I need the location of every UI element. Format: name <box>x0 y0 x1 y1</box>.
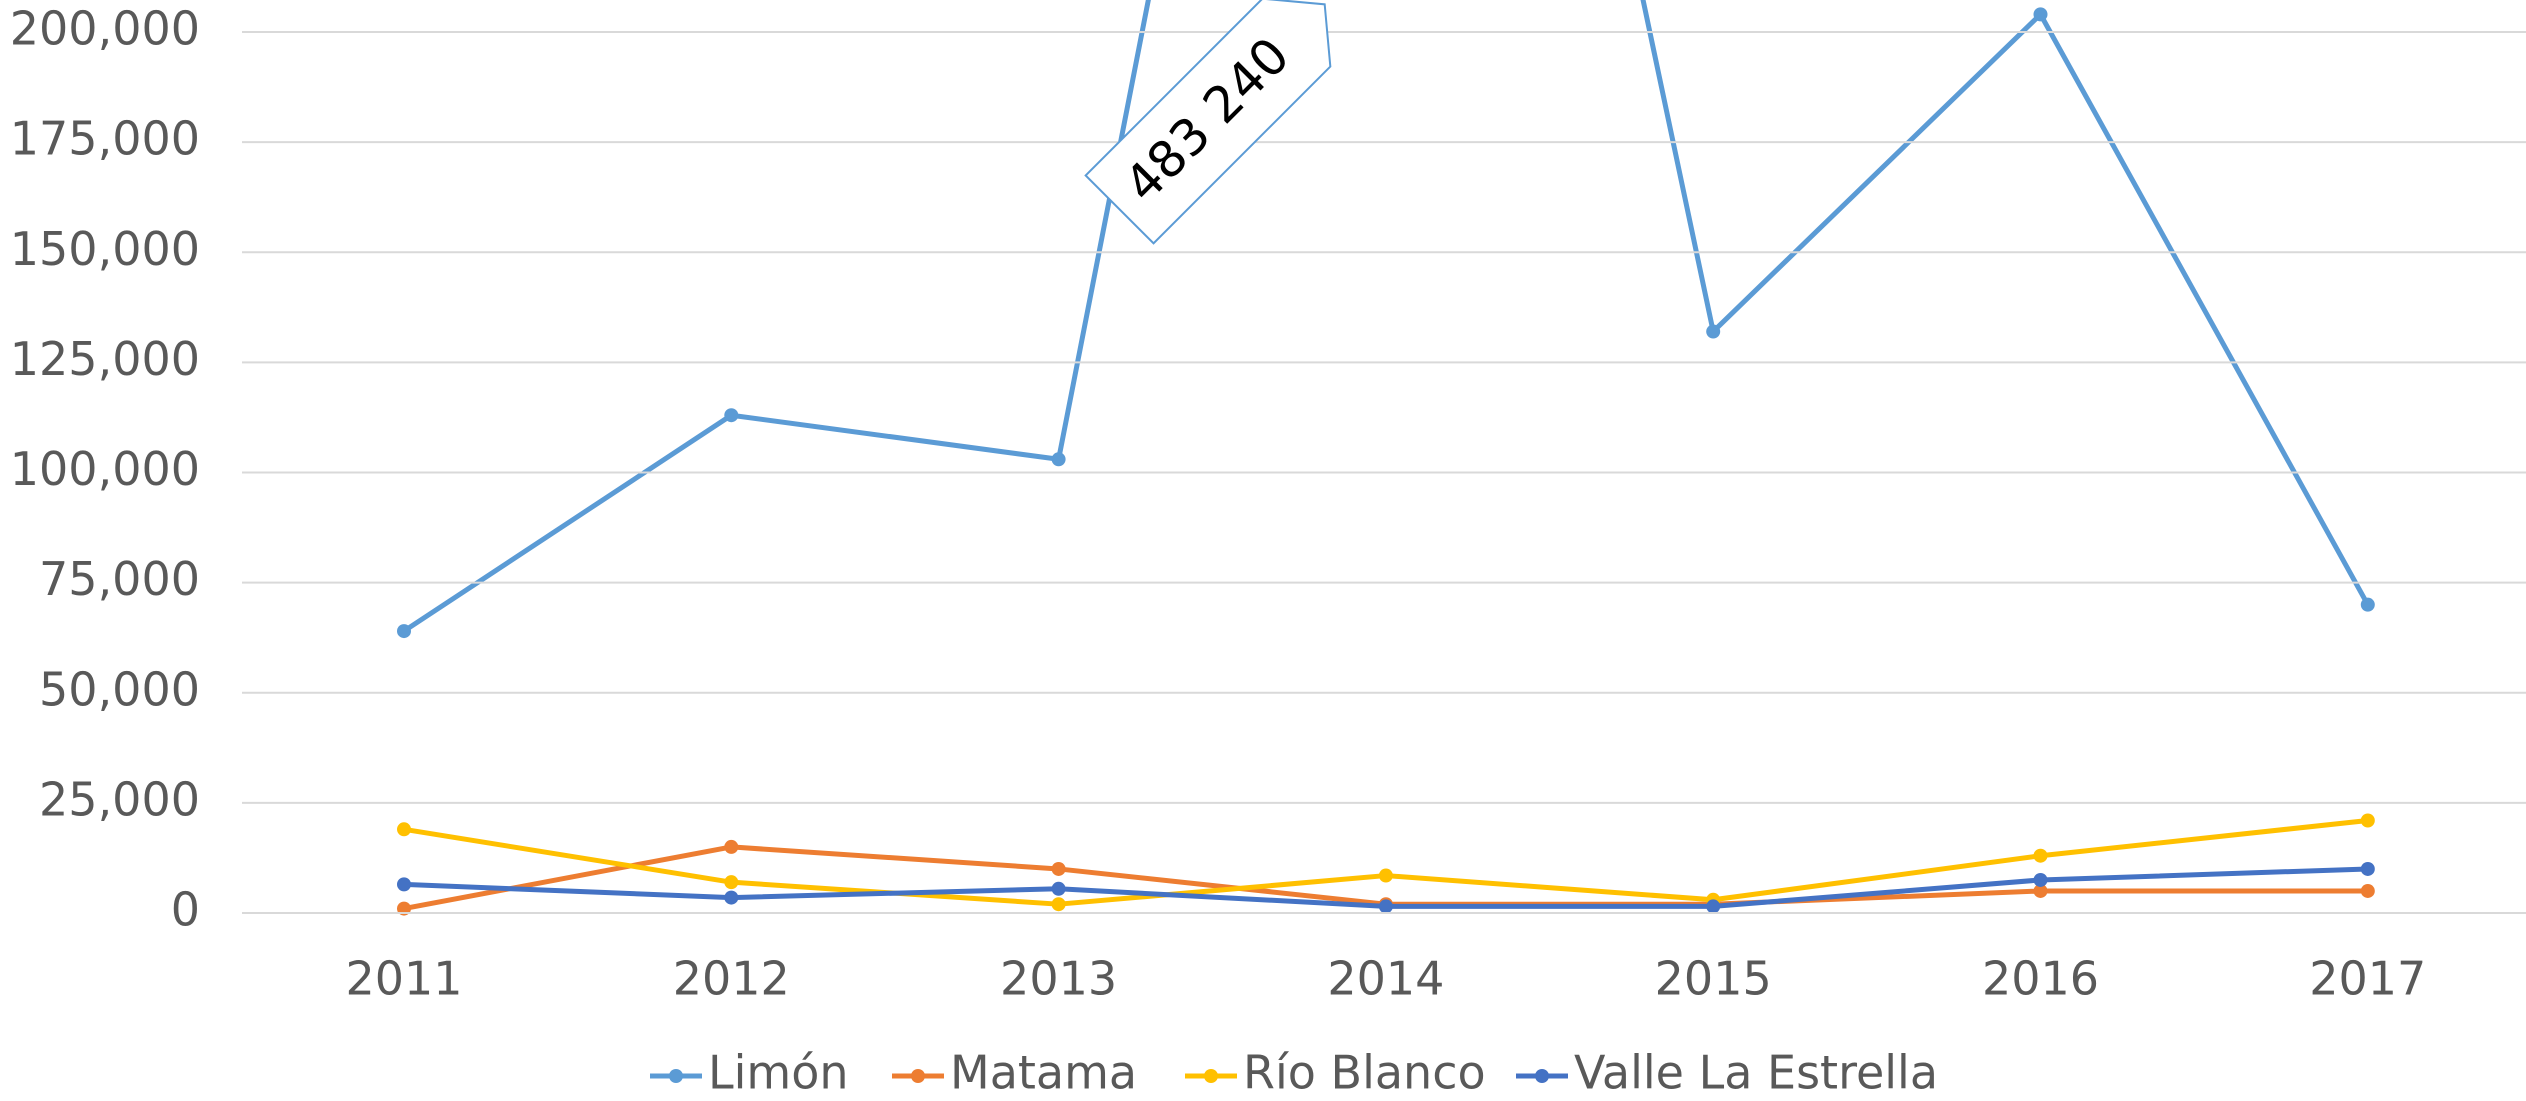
plot-area <box>397 0 2375 916</box>
series-line <box>402 0 2370 634</box>
data-point <box>2360 861 2375 876</box>
data-point <box>2360 883 2375 898</box>
data-point <box>1051 897 1066 912</box>
data-point <box>2033 848 2048 863</box>
y-tick-label: 75,000 <box>39 552 200 606</box>
data-point <box>1706 899 1721 914</box>
data-point <box>2360 813 2375 828</box>
data-point <box>1378 899 1393 914</box>
legend-label: Limón <box>708 1046 849 1100</box>
data-point <box>2033 883 2048 898</box>
x-tick-label: 2015 <box>1655 952 1772 1006</box>
data-point <box>724 875 739 890</box>
data-point <box>2360 597 2375 612</box>
y-tick-label: 25,000 <box>39 772 200 826</box>
y-tick-label: 50,000 <box>39 662 200 716</box>
y-tick-label: 150,000 <box>10 222 200 276</box>
data-point <box>1051 881 1066 896</box>
data-point <box>397 624 411 639</box>
x-tick-label: 2017 <box>2309 952 2426 1006</box>
y-tick-label: 100,000 <box>10 442 200 496</box>
callout-box <box>1084 0 1332 245</box>
legend-label: Río Blanco <box>1243 1046 1486 1100</box>
data-point <box>1378 868 1393 883</box>
data-point <box>724 408 739 423</box>
x-tick-label: 2014 <box>1327 952 1444 1006</box>
data-point <box>2033 7 2048 22</box>
legend-marker <box>1204 1069 1218 1083</box>
data-point <box>724 839 739 854</box>
data-point <box>1051 861 1066 876</box>
x-tick-label: 2012 <box>673 952 790 1006</box>
x-tick-label: 2016 <box>1982 952 2099 1006</box>
x-tick-label: 2013 <box>1000 952 1117 1006</box>
data-point <box>2033 872 2048 887</box>
legend-marker <box>911 1069 925 1083</box>
data-point <box>724 890 739 905</box>
y-tick-label: 125,000 <box>10 332 200 386</box>
legend-marker <box>669 1069 683 1083</box>
data-point <box>397 877 411 892</box>
data-point <box>1706 324 1721 339</box>
legend-marker <box>1535 1069 1549 1083</box>
x-tick-label: 2011 <box>345 952 462 1006</box>
y-tick-label: 200,000 <box>10 2 200 56</box>
data-point <box>1051 452 1066 467</box>
legend-label: Matama <box>950 1046 1137 1100</box>
data-point <box>397 822 411 837</box>
y-tick-label: 175,000 <box>10 112 200 166</box>
y-tick-label: 0 <box>171 883 200 937</box>
legend-label: Valle La Estrella <box>1574 1046 1938 1100</box>
